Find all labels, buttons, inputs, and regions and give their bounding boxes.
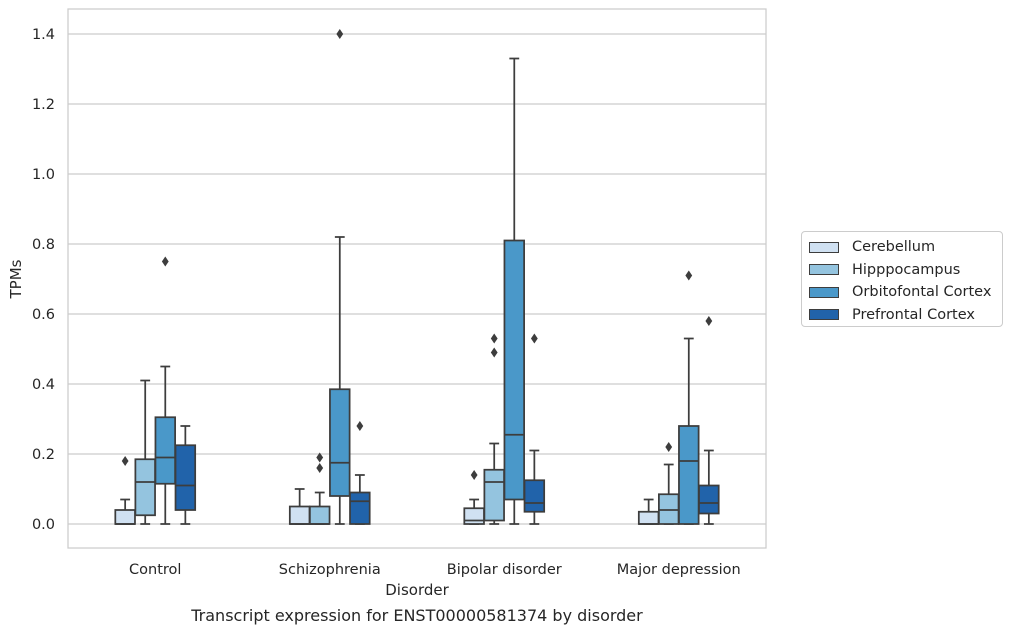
outlier-point: [490, 347, 498, 358]
x-tick-label: Control: [129, 562, 181, 578]
outlier-point: [161, 256, 169, 267]
x-tick-label: Major depression: [617, 562, 741, 578]
legend-swatch: [809, 309, 839, 321]
box-1-3: [349, 421, 371, 525]
y-tick-label: 0.0: [32, 517, 55, 533]
legend-swatch: [809, 241, 839, 253]
figure-caption: Transcript expression for ENST0000058137…: [191, 606, 643, 625]
outlier-point: [665, 442, 673, 452]
outlier-point: [470, 470, 478, 480]
box-3-3: [698, 316, 720, 525]
y-tick-label: 1.0: [32, 167, 55, 183]
box-1-2: [329, 29, 351, 525]
outlier-point: [336, 29, 344, 39]
box-body: [698, 484, 720, 515]
y-tick-label: 1.2: [32, 97, 55, 113]
box-body: [678, 425, 700, 525]
y-tick-label: 1.4: [32, 27, 55, 43]
box-2-3: [523, 333, 546, 525]
outlier-point: [530, 333, 538, 344]
box-groups: [114, 29, 720, 525]
outlier-point: [356, 421, 364, 431]
y-tick-label: 0.6: [32, 307, 55, 323]
outlier-point: [685, 270, 693, 281]
legend-swatch: [809, 286, 839, 298]
box-body: [483, 468, 505, 522]
x-axis-label: Disorder: [385, 581, 449, 599]
box-2-1: [483, 333, 505, 525]
legend-label: Cerebellum: [852, 239, 936, 256]
box-body: [134, 458, 156, 517]
x-tick-label: Schizophrenia: [279, 562, 381, 578]
y-tick-label: 0.2: [32, 447, 55, 463]
box-1-1: [309, 452, 331, 525]
plot-frame: [67, 8, 767, 549]
box-body: [174, 444, 197, 511]
box-1-0: [288, 488, 311, 525]
box-3-1: [658, 442, 680, 525]
box-0-1: [134, 379, 156, 525]
box-3-0: [637, 498, 660, 525]
legend-item: Orbitofontal Cortex: [809, 281, 1002, 304]
box-0-0: [114, 456, 136, 525]
legend-label: Orbitofontal Cortex: [852, 284, 992, 301]
legend-item: Cerebellum: [809, 236, 1002, 259]
box-body: [288, 505, 311, 525]
outlier-point: [705, 316, 713, 326]
box-3-2: [678, 270, 700, 525]
box-body: [503, 239, 525, 501]
y-tick-label: 0.4: [32, 377, 55, 393]
legend-label: Hipppocampus: [852, 261, 961, 278]
box-body: [463, 507, 485, 525]
box-2-2: [503, 57, 525, 525]
legend-item: Hipppocampus: [809, 259, 1002, 282]
box-0-3: [174, 425, 197, 525]
y-axis-label: TPMs: [7, 259, 25, 299]
legend-item: Prefrontal Cortex: [809, 304, 1002, 327]
outlier-point: [316, 463, 324, 473]
outlier-point: [121, 456, 129, 466]
y-tick-labels: 0.0 0.2 0.4 0.6 0.8 1.0 1.2 1.4: [32, 27, 55, 533]
legend-swatch: [809, 264, 839, 276]
box-body: [349, 491, 371, 525]
box-0-2: [154, 256, 176, 525]
x-tick-label: Bipolar disorder: [447, 562, 562, 578]
box-body: [637, 510, 660, 525]
box-body: [114, 509, 136, 525]
box-body: [329, 388, 351, 497]
legend: Cerebellum Hipppocampus Orbitofontal Corte…: [801, 231, 1003, 327]
outlier-point: [316, 452, 324, 463]
legend-label: Prefrontal Cortex: [852, 306, 975, 323]
box-body: [523, 479, 546, 513]
x-tick-labels: Control Schizophrenia Bipolar disorder Majo…: [129, 562, 741, 578]
box-body: [154, 416, 176, 485]
box-2-0: [463, 470, 485, 525]
outlier-point: [490, 333, 498, 344]
box-body: [309, 505, 331, 525]
y-tick-label: 0.8: [32, 237, 55, 253]
